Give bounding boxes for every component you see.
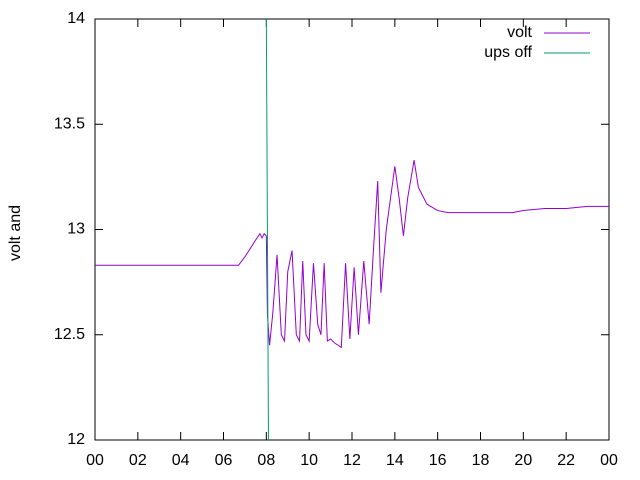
x-tick-label: 12	[343, 452, 361, 469]
x-tick-label: 16	[429, 452, 447, 469]
y-tick-label: 12	[67, 431, 85, 448]
plot-border	[94, 18, 610, 441]
x-tick-label: 00	[86, 452, 104, 469]
x-tick-label: 18	[472, 452, 490, 469]
y-tick-label: 13	[67, 221, 85, 238]
legend-label: ups off	[484, 44, 532, 61]
x-tick-label: 08	[257, 452, 275, 469]
series-line	[265, 18, 269, 441]
y-axis-label: volt and	[7, 205, 24, 261]
y-tick-label: 13.5	[54, 115, 85, 132]
x-tick-label: 22	[557, 452, 575, 469]
x-tick-label: 20	[514, 452, 532, 469]
y-tick-label: 12.5	[54, 326, 85, 343]
x-tick-label: 04	[172, 452, 190, 469]
x-tick-label: 06	[215, 452, 233, 469]
x-tick-label: 10	[300, 452, 318, 469]
x-tick-label: 14	[386, 452, 404, 469]
series-line	[95, 159, 609, 349]
x-tick-label: 00	[600, 452, 618, 469]
x-tick-label: 02	[129, 452, 147, 469]
legend-label: volt	[507, 24, 532, 41]
y-tick-label: 14	[67, 10, 85, 27]
